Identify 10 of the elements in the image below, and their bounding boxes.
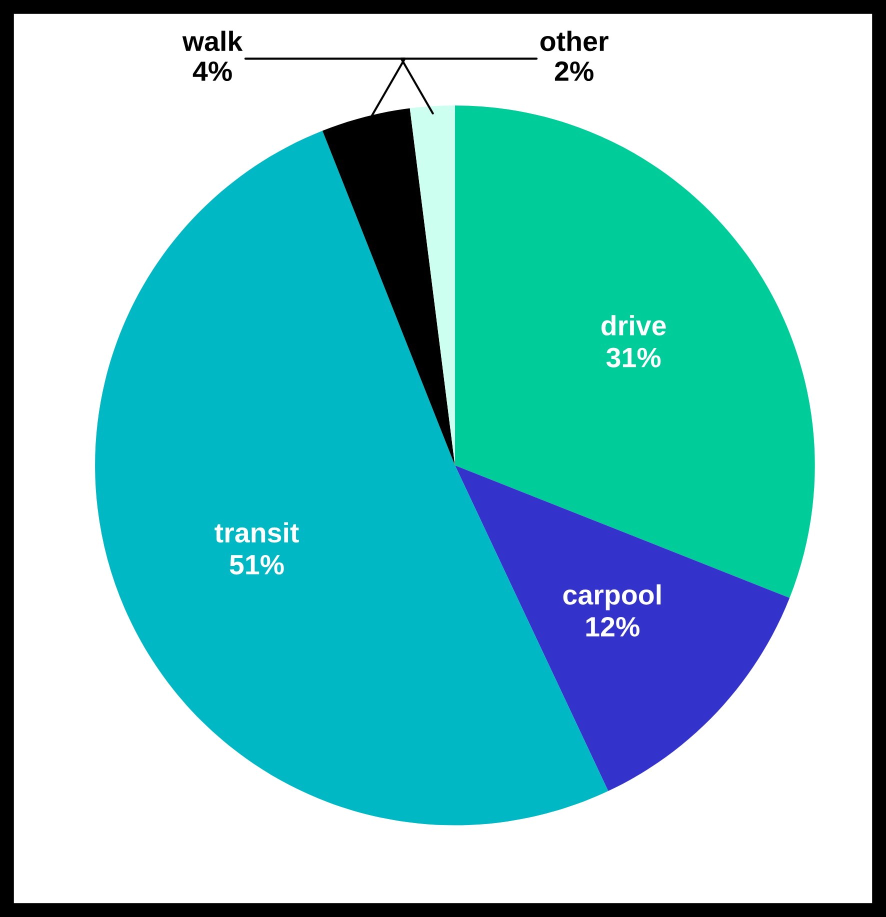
slice-label: transit: [214, 522, 299, 543]
data-label: 2%: [554, 61, 594, 82]
slice-label: other: [540, 30, 608, 52]
slice-label: carpool: [563, 584, 661, 610]
data-label: 12%: [586, 616, 640, 637]
slice-label: walk: [182, 30, 243, 52]
data-label: 4%: [192, 61, 232, 82]
data-label: 51%: [230, 554, 284, 575]
data-label: 31%: [606, 348, 661, 368]
slice-label: drive: [602, 315, 666, 336]
